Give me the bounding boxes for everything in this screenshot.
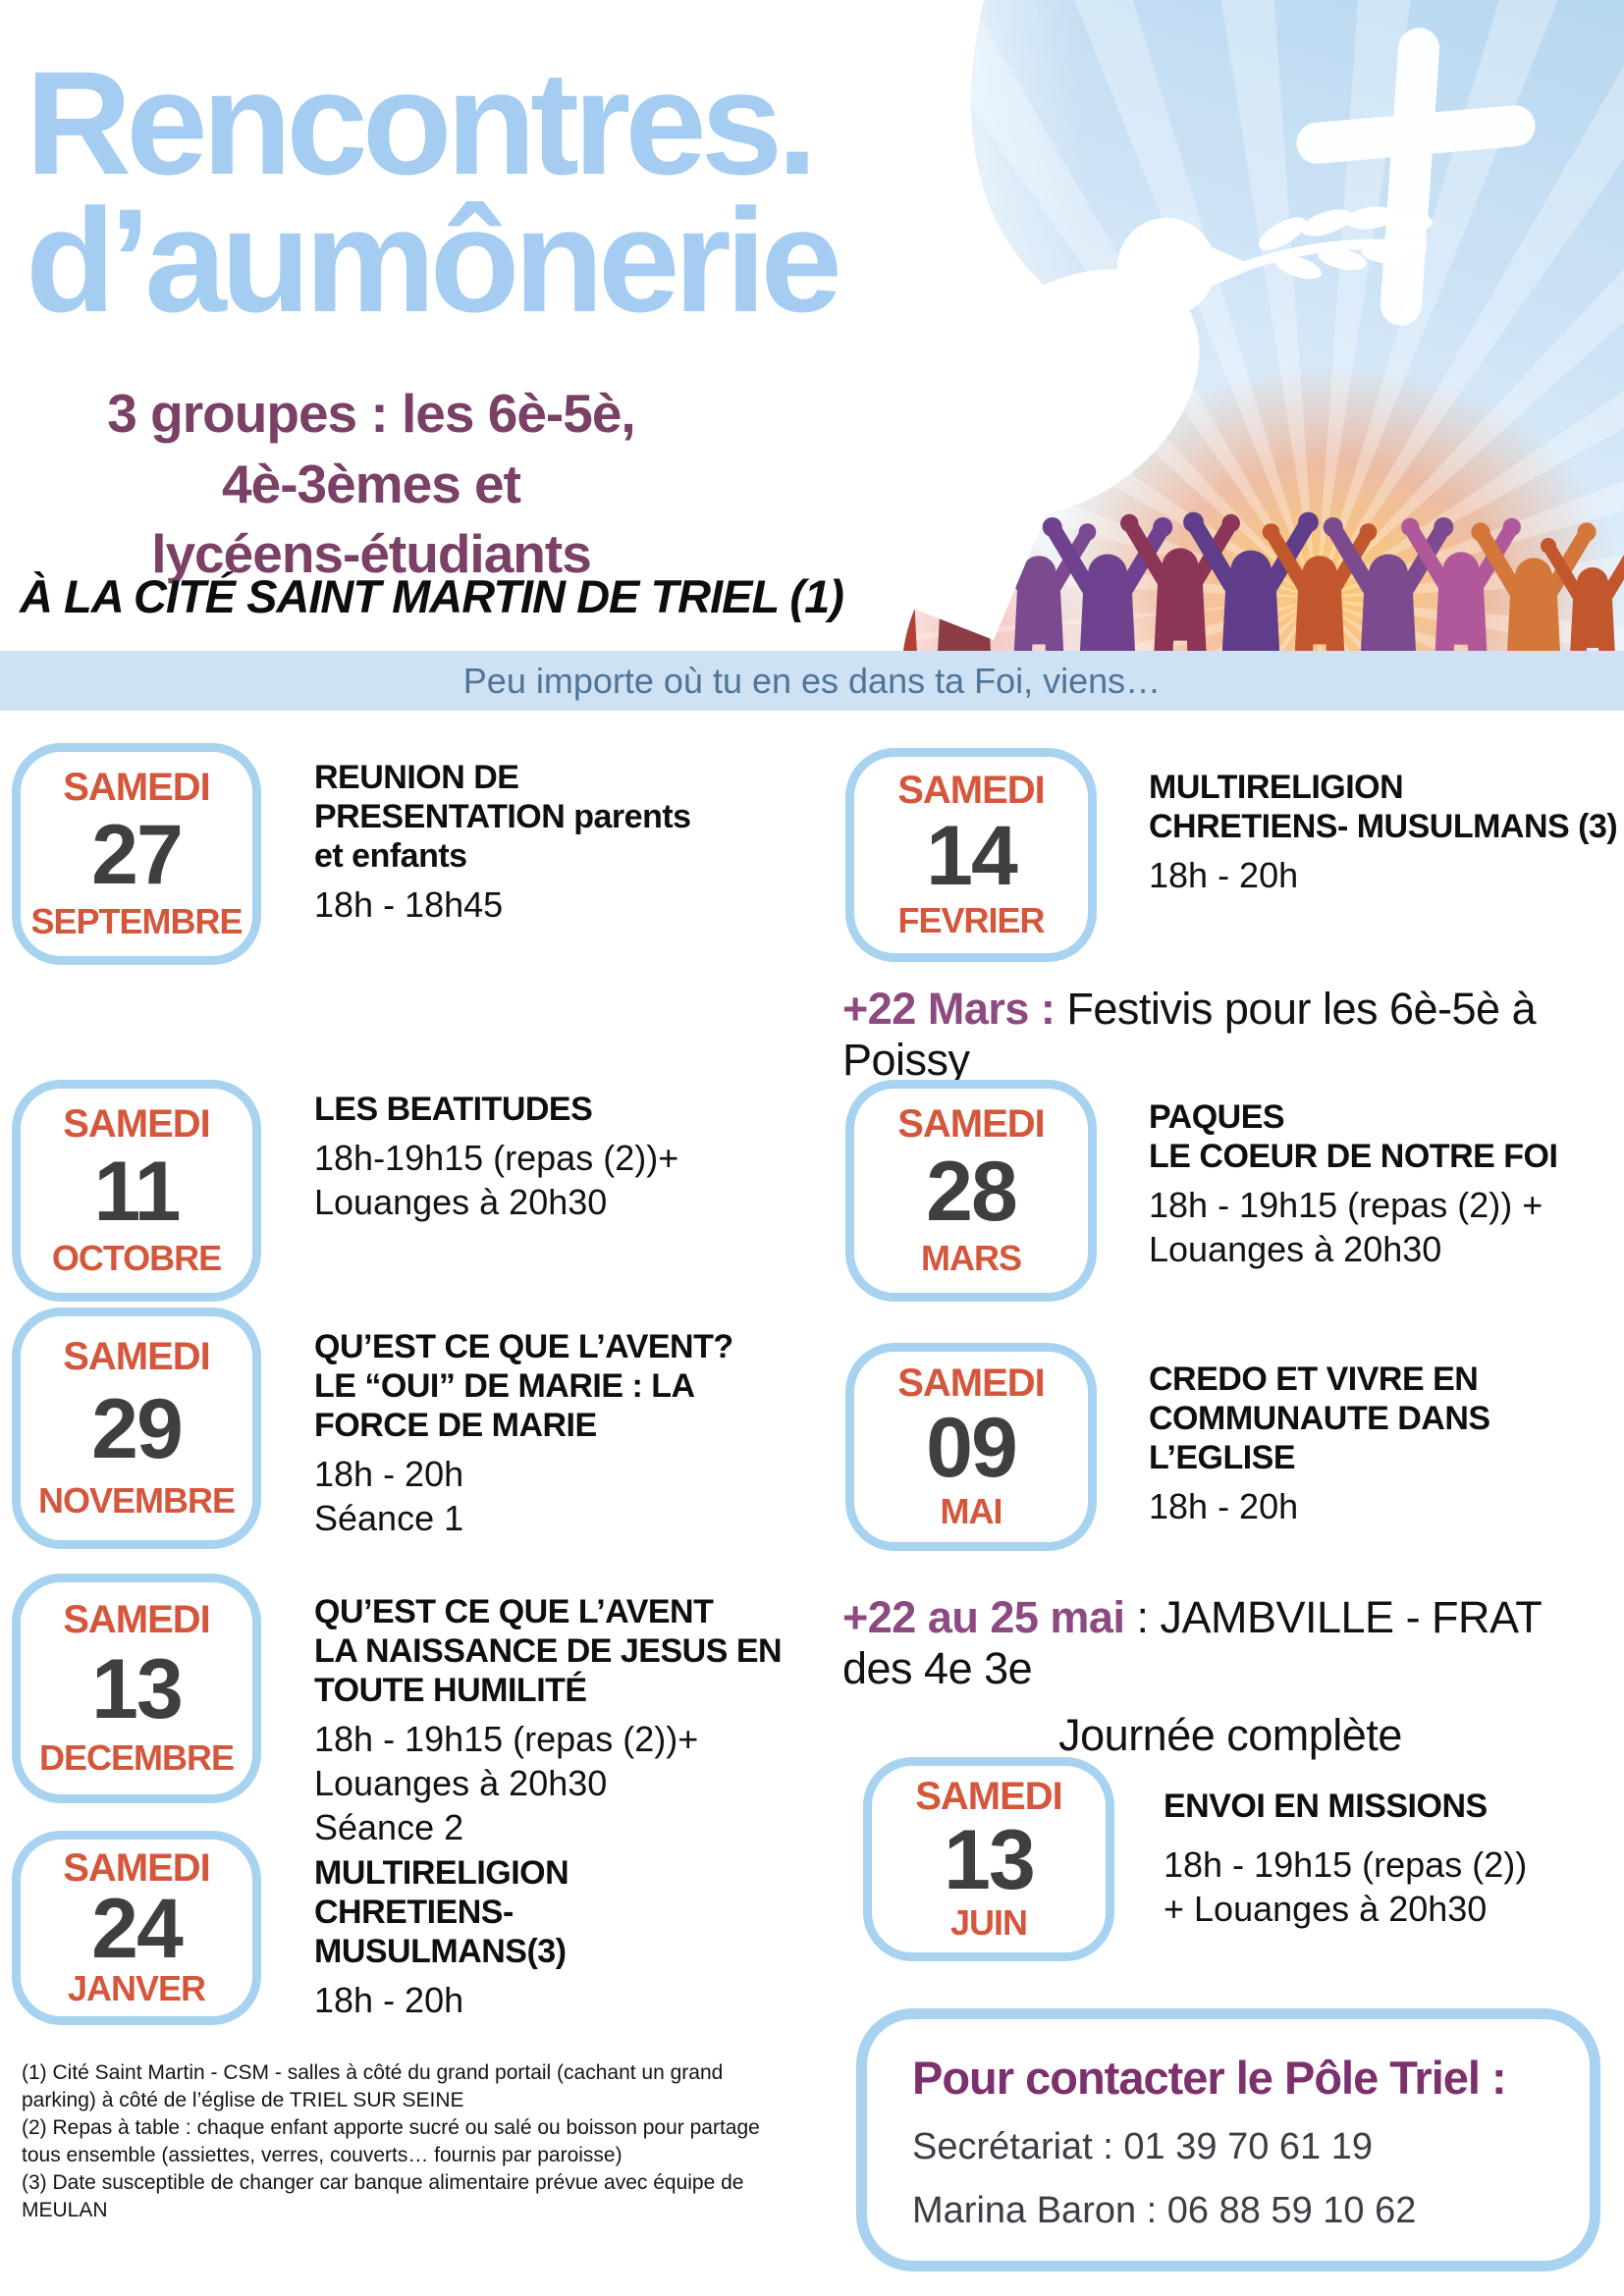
event-27-septembre: REUNION DE PRESENTATION parents et enfan… [314, 758, 825, 928]
note-22-mars: +22 Mars : Festivis pour les 6è-5è à Poi… [842, 984, 1624, 1086]
card-month: OCTOBRE [51, 1238, 222, 1279]
subtitle-line-2: lycéens-étudiants [151, 523, 592, 584]
card-date: 27 [91, 807, 184, 902]
event-title: PAQUES LE COEUR DE NOTRE FOI [1149, 1098, 1558, 1176]
date-card-27-septembre: SAMEDI 27 SEPTEMBRE [12, 743, 261, 965]
card-month: DECEMBRE [38, 1737, 235, 1779]
note-22-25-mai: +22 au 25 mai : JAMBVILLE - FRAT des 4e … [842, 1592, 1618, 1761]
event-13-decembre: QU’EST CE QUE L’AVENT LA NAISSANCE DE JE… [314, 1592, 864, 1849]
date-card-13-decembre: SAMEDI 13 DECEMBRE [12, 1574, 261, 1803]
event-09-mai: CREDO ET VIVRE EN COMMUNAUTE DANS L’EGLI… [1149, 1360, 1620, 1529]
date-card-14-fevrier: SAMEDI 14 FEVRIER [845, 748, 1097, 962]
card-date: 24 [91, 1881, 184, 1976]
card-day: SAMEDI [897, 1101, 1046, 1146]
card-day: SAMEDI [897, 768, 1046, 812]
title-line-1: Rencontres. [26, 40, 818, 205]
banner-strip: Peu importe où tu en es dans ta Foi, vie… [0, 651, 1624, 711]
poster-subtitle: 3 groupes : les 6è-5è, 4è-3èmes et lycée… [0, 379, 750, 590]
event-14-fevrier: MULTIRELIGION CHRETIENS- MUSULMANS (3) 1… [1149, 768, 1620, 898]
card-date: 09 [926, 1400, 1018, 1495]
event-title: MULTIRELIGION CHRETIENS- MUSULMANS (3) [1149, 769, 1618, 846]
event-details: 18h-19h15 (repas (2))+ Louanges à 20h30 [314, 1138, 679, 1222]
subtitle-line-1: 3 groupes : les 6è-5è, 4è-3èmes et [107, 383, 635, 514]
event-title: QU’EST CE QUE L’AVENT? LE “OUI” DE MARIE… [314, 1328, 733, 1445]
location-heading: À LA CITÉ SAINT MARTIN DE TRIEL (1) [20, 570, 844, 622]
event-details: 18h - 19h15 (repas (2)) + Louanges à 20h… [1149, 1185, 1543, 1269]
date-card-13-juin: SAMEDI 13 JUIN [863, 1757, 1114, 1961]
card-month: JANVER [67, 1968, 206, 2009]
note-prefix: +22 Mars : [842, 984, 1056, 1034]
card-month: SEPTEMBRE [30, 901, 243, 942]
date-card-28-mars: SAMEDI 28 MARS [845, 1080, 1097, 1302]
card-day: SAMEDI [897, 1362, 1046, 1406]
contact-box: Pour contacter le Pôle Triel : Secrétari… [856, 2008, 1600, 2271]
hero-art-svg [854, 0, 1624, 651]
event-title: LES BEATITUDES [314, 1091, 593, 1128]
note-text: : JAMBVILLE - FRAT des 4e 3e [842, 1592, 1542, 1693]
card-day: SAMEDI [63, 765, 211, 809]
date-card-24-janvier: SAMEDI 24 JANVER [12, 1831, 261, 2025]
card-month: JUIN [949, 1901, 1028, 1943]
card-month: NOVEMBRE [37, 1480, 236, 1522]
event-details: 18h - 19h15 (repas (2)) + Louanges à 20h… [1164, 1844, 1528, 1929]
note-text: Festivis pour les 6è-5è à Poissy [842, 984, 1537, 1085]
card-month: FEVRIER [897, 900, 1045, 941]
event-11-octobre: LES BEATITUDES 18h-19h15 (repas (2))+ Lo… [314, 1090, 844, 1224]
event-28-mars: PAQUES LE COEUR DE NOTRE FOI 18h - 19h15… [1149, 1097, 1624, 1271]
card-day: SAMEDI [63, 1597, 211, 1641]
event-13-juin: ENVOI EN MISSIONS 18h - 19h15 (repas (2)… [1164, 1787, 1624, 1931]
poster-title: Rencontres. d’aumônerie [26, 40, 842, 343]
event-details: 18h - 20h [1149, 1486, 1299, 1527]
date-card-29-novembre: SAMEDI 29 NOVEMBRE [12, 1308, 261, 1549]
card-day: SAMEDI [915, 1775, 1063, 1819]
card-date: 13 [944, 1812, 1036, 1907]
note-line-2: Journée complète [1058, 1710, 1402, 1760]
card-date: 29 [91, 1381, 184, 1476]
note-prefix: +22 au 25 mai [842, 1592, 1125, 1642]
cross-icon [1296, 27, 1536, 326]
card-date: 14 [926, 808, 1018, 903]
event-details: 18h - 19h15 (repas (2))+ Louanges à 20h3… [314, 1719, 699, 1847]
event-title: MULTIRELIGION CHRETIENS- MUSULMANS(3) [314, 1854, 569, 1971]
contact-secretariat: Secrétariat : 01 39 70 61 19 [912, 2126, 1373, 2167]
date-card-09-mai: SAMEDI 09 MAI [845, 1343, 1097, 1551]
event-title: CREDO ET VIVRE EN COMMUNAUTE DANS L’EGLI… [1149, 1361, 1490, 1477]
event-title: ENVOI EN MISSIONS [1164, 1788, 1488, 1825]
event-24-janvier: MULTIRELIGION CHRETIENS- MUSULMANS(3) 18… [314, 1853, 825, 2023]
footnotes: (1) Cité Saint Martin - CSM - salles à c… [22, 2061, 760, 2221]
card-day: SAMEDI [63, 1334, 211, 1378]
card-month: MAI [940, 1490, 1003, 1531]
event-details: 18h - 18h45 [314, 884, 504, 926]
event-details: 18h - 20h [1149, 855, 1299, 896]
event-title: REUNION DE PRESENTATION parents et enfan… [314, 759, 691, 876]
olive-branch-icon [1237, 206, 1433, 280]
card-day: SAMEDI [63, 1101, 211, 1146]
card-date: 13 [91, 1641, 184, 1736]
hero-illustration [854, 0, 1624, 651]
event-29-novembre: QU’EST CE QUE L’AVENT? LE “OUI” DE MARIE… [314, 1327, 844, 1541]
title-line-2: d’aumônerie [26, 177, 842, 343]
event-details: 18h - 20h Séance 1 [314, 1454, 464, 1538]
card-date: 28 [926, 1144, 1018, 1239]
card-day: SAMEDI [63, 1845, 211, 1890]
contact-title: Pour contacter le Pôle Triel : [912, 2052, 1507, 2104]
card-date: 11 [93, 1144, 182, 1239]
contact-marina-baron: Marina Baron : 06 88 59 10 62 [912, 2190, 1417, 2231]
banner-text: Peu importe où tu en es dans ta Foi, vie… [462, 660, 1162, 701]
date-card-11-octobre: SAMEDI 11 OCTOBRE [12, 1080, 261, 1302]
event-title: QU’EST CE QUE L’AVENT LA NAISSANCE DE JE… [314, 1593, 783, 1710]
card-month: MARS [921, 1238, 1022, 1279]
event-details: 18h - 20h [314, 1980, 464, 2021]
dove-icon [854, 0, 1257, 651]
